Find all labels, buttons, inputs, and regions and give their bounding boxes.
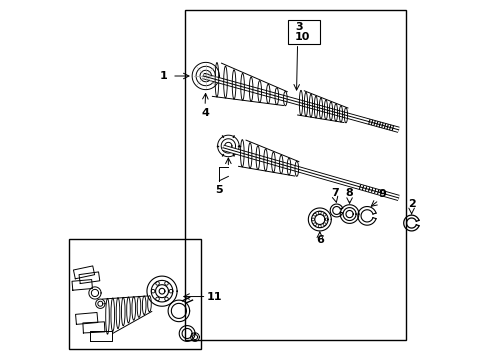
Text: 5: 5 xyxy=(215,185,223,195)
Text: 7: 7 xyxy=(330,188,338,198)
Text: 4: 4 xyxy=(201,108,208,118)
Text: 11: 11 xyxy=(206,292,222,302)
Bar xyxy=(69,239,201,348)
Text: 10: 10 xyxy=(294,32,309,42)
Text: 6: 6 xyxy=(315,234,323,244)
Text: 2: 2 xyxy=(407,199,415,210)
Text: 3: 3 xyxy=(294,22,302,32)
Bar xyxy=(185,10,405,339)
Text: 8: 8 xyxy=(345,188,353,198)
Text: 9: 9 xyxy=(378,189,386,199)
Bar xyxy=(287,21,319,44)
Text: 1: 1 xyxy=(159,71,167,81)
